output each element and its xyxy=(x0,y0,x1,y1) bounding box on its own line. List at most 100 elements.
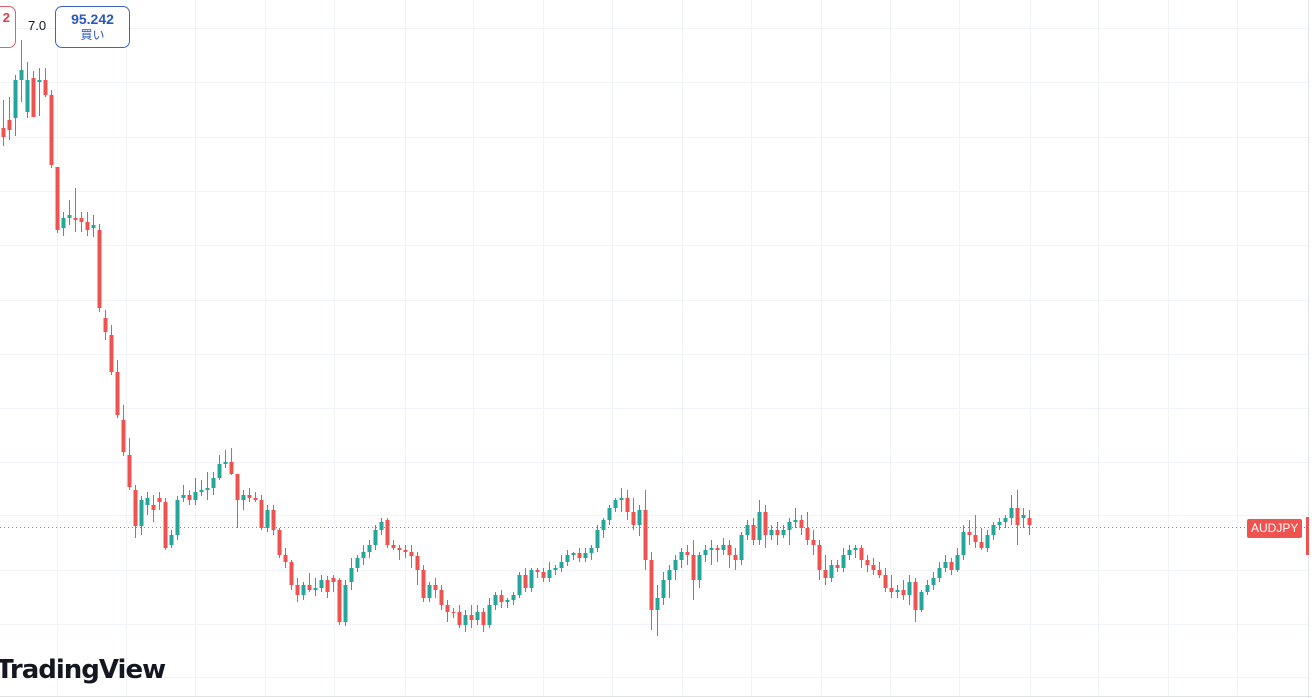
candle xyxy=(121,405,126,456)
candle xyxy=(211,472,216,495)
buy-button[interactable]: 95.242 買い xyxy=(55,6,130,48)
candle xyxy=(235,474,240,528)
buy-label: 買い xyxy=(80,28,105,42)
candle xyxy=(811,530,816,555)
symbol-price-tag: AUDJPY xyxy=(1247,519,1303,538)
candle xyxy=(991,522,996,540)
candle xyxy=(79,212,84,232)
candle xyxy=(319,575,324,592)
candle xyxy=(397,545,402,560)
candle xyxy=(739,532,744,565)
candle xyxy=(391,540,396,550)
candle xyxy=(1,100,6,146)
candle xyxy=(151,495,156,522)
candle xyxy=(649,552,654,630)
candle xyxy=(619,488,624,512)
candle xyxy=(37,68,42,116)
price-axis-marker xyxy=(1306,517,1309,555)
candle xyxy=(475,605,480,625)
candle xyxy=(421,565,426,602)
candle xyxy=(529,568,534,592)
candle xyxy=(967,520,972,545)
candle xyxy=(427,582,432,602)
candle xyxy=(583,548,588,562)
candle xyxy=(439,585,444,610)
candle xyxy=(853,545,858,558)
candle xyxy=(49,90,54,168)
candle xyxy=(721,538,726,555)
candle xyxy=(733,548,738,570)
candle xyxy=(841,548,846,572)
candle xyxy=(55,167,60,233)
candle xyxy=(157,492,162,510)
candle xyxy=(133,485,138,538)
candle xyxy=(661,572,666,605)
candle xyxy=(67,200,72,225)
candle xyxy=(505,598,510,608)
candle xyxy=(193,478,198,505)
candle xyxy=(499,590,504,608)
candle xyxy=(205,472,210,500)
candle xyxy=(1021,508,1026,528)
candle xyxy=(637,505,642,536)
candle xyxy=(433,578,438,598)
candle xyxy=(553,565,558,575)
candle xyxy=(19,40,24,102)
candle xyxy=(283,548,288,568)
candle xyxy=(775,522,780,545)
candle xyxy=(169,530,174,548)
candle xyxy=(457,605,462,628)
candle xyxy=(409,545,414,568)
candle xyxy=(373,525,378,550)
candle xyxy=(109,325,114,375)
candle xyxy=(997,518,1002,530)
candle xyxy=(73,188,78,232)
candle xyxy=(745,520,750,540)
buy-price: 95.242 xyxy=(71,11,114,27)
candle xyxy=(607,505,612,525)
candle xyxy=(823,555,828,585)
candle xyxy=(559,555,564,572)
candle xyxy=(7,97,12,140)
candle xyxy=(781,525,786,538)
sell-button[interactable]: 2 xyxy=(0,6,16,48)
candle xyxy=(865,555,870,572)
candle xyxy=(403,545,408,558)
candle xyxy=(727,540,732,568)
candle xyxy=(43,68,48,97)
candle xyxy=(889,575,894,598)
candle xyxy=(871,558,876,575)
candle xyxy=(289,560,294,590)
candle xyxy=(829,560,834,582)
candle xyxy=(181,485,186,502)
candle xyxy=(805,512,810,545)
candle xyxy=(523,568,528,592)
candle xyxy=(955,548,960,572)
candle xyxy=(349,558,354,590)
candle xyxy=(337,578,342,625)
candle xyxy=(931,572,936,590)
candle xyxy=(985,530,990,552)
candle xyxy=(175,496,180,540)
candle xyxy=(355,555,360,572)
candle xyxy=(247,488,252,502)
candle xyxy=(163,498,168,550)
price-axis-border xyxy=(1308,0,1309,698)
candle xyxy=(859,545,864,568)
candle xyxy=(973,515,978,548)
candle xyxy=(937,562,942,582)
candle xyxy=(307,573,312,592)
candle xyxy=(565,550,570,566)
candle xyxy=(961,525,966,560)
candle xyxy=(715,545,720,562)
candle xyxy=(817,540,822,580)
candle xyxy=(451,608,456,618)
candle xyxy=(595,525,600,552)
candle xyxy=(229,448,234,475)
candle xyxy=(895,585,900,598)
candle xyxy=(61,212,66,236)
candle xyxy=(367,540,372,558)
